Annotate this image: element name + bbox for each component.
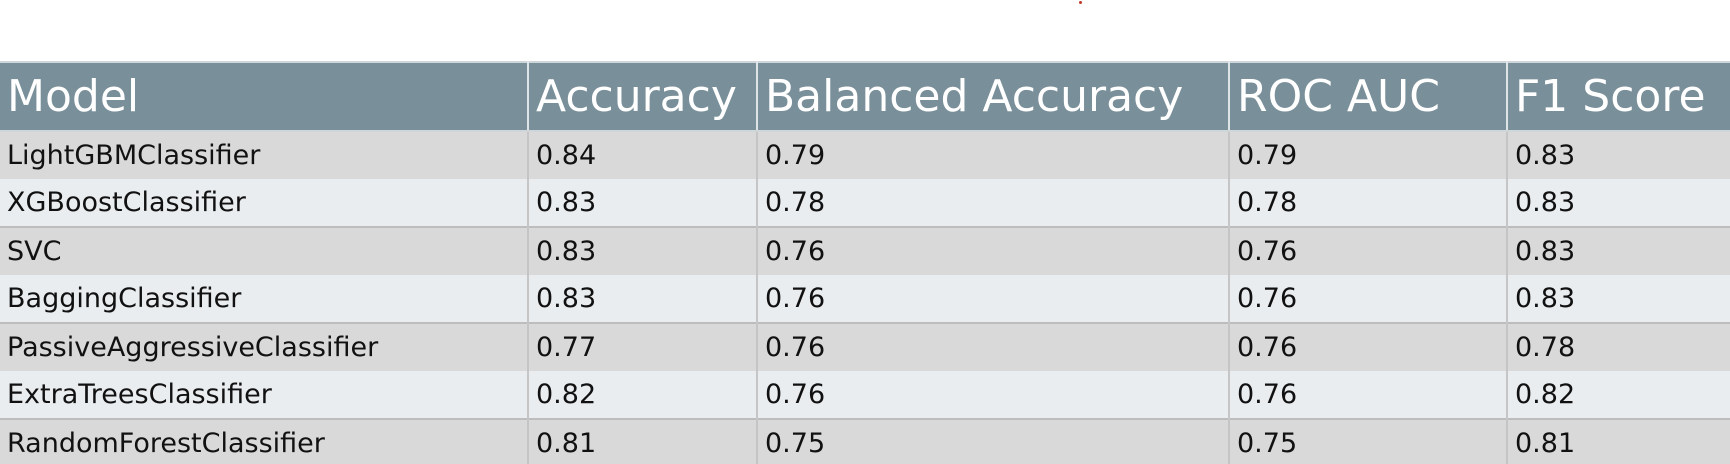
table-row: SVC 0.83 0.76 0.76 0.83 (0, 226, 1730, 275)
header-row: Model Accuracy Balanced Accuracy ROC AUC… (0, 61, 1730, 132)
model-results-table: Model Accuracy Balanced Accuracy ROC AUC… (0, 61, 1730, 464)
cell-accuracy: 0.84 (528, 131, 758, 179)
column-header-balanced-accuracy[interactable]: Balanced Accuracy (757, 61, 1230, 132)
column-header-model[interactable]: Model (0, 61, 529, 132)
cell-balanced-accuracy: 0.79 (757, 131, 1230, 179)
cell-f1-score: 0.83 (1507, 131, 1730, 179)
column-header-roc-auc[interactable]: ROC AUC (1229, 61, 1508, 132)
table-row: LightGBMClassifier 0.84 0.79 0.79 0.83 (0, 131, 1730, 179)
cell-model: LightGBMClassifier (0, 131, 529, 179)
cell-roc-auc: 0.79 (1229, 131, 1508, 179)
table-row: RandomForestClassifier 0.81 0.75 0.75 0.… (0, 418, 1730, 464)
cell-accuracy: 0.82 (528, 371, 758, 419)
cell-f1-score: 0.78 (1507, 322, 1730, 371)
cell-f1-score: 0.83 (1507, 226, 1730, 275)
cell-roc-auc: 0.75 (1229, 418, 1508, 464)
cell-model: PassiveAggressiveClassifier (0, 322, 529, 371)
cell-roc-auc: 0.76 (1229, 322, 1508, 371)
cell-f1-score: 0.83 (1507, 275, 1730, 323)
cell-balanced-accuracy: 0.78 (757, 179, 1230, 227)
cell-f1-score: 0.82 (1507, 371, 1730, 419)
cell-balanced-accuracy: 0.76 (757, 275, 1230, 323)
cell-accuracy: 0.83 (528, 226, 758, 275)
cell-accuracy: 0.77 (528, 322, 758, 371)
table-row: ExtraTreesClassifier 0.82 0.76 0.76 0.82 (0, 371, 1730, 419)
cell-roc-auc: 0.76 (1229, 371, 1508, 419)
column-header-f1-score[interactable]: F1 Score (1507, 61, 1730, 132)
cell-model: BaggingClassifier (0, 275, 529, 323)
column-header-accuracy[interactable]: Accuracy (528, 61, 758, 132)
table-row: BaggingClassifier 0.83 0.76 0.76 0.83 (0, 275, 1730, 323)
marker-dot (1079, 1, 1082, 4)
cell-roc-auc: 0.78 (1229, 179, 1508, 227)
cell-balanced-accuracy: 0.76 (757, 371, 1230, 419)
cell-balanced-accuracy: 0.75 (757, 418, 1230, 464)
cell-accuracy: 0.81 (528, 418, 758, 464)
table-row: XGBoostClassifier 0.83 0.78 0.78 0.83 (0, 179, 1730, 227)
cell-roc-auc: 0.76 (1229, 275, 1508, 323)
cell-balanced-accuracy: 0.76 (757, 322, 1230, 371)
cell-model: XGBoostClassifier (0, 179, 529, 227)
cell-model: SVC (0, 226, 529, 275)
cell-f1-score: 0.81 (1507, 418, 1730, 464)
cell-balanced-accuracy: 0.76 (757, 226, 1230, 275)
cell-accuracy: 0.83 (528, 275, 758, 323)
table-row: PassiveAggressiveClassifier 0.77 0.76 0.… (0, 322, 1730, 371)
cell-accuracy: 0.83 (528, 179, 758, 227)
cell-model: RandomForestClassifier (0, 418, 529, 464)
cell-f1-score: 0.83 (1507, 179, 1730, 227)
cell-model: ExtraTreesClassifier (0, 371, 529, 419)
cell-roc-auc: 0.76 (1229, 226, 1508, 275)
